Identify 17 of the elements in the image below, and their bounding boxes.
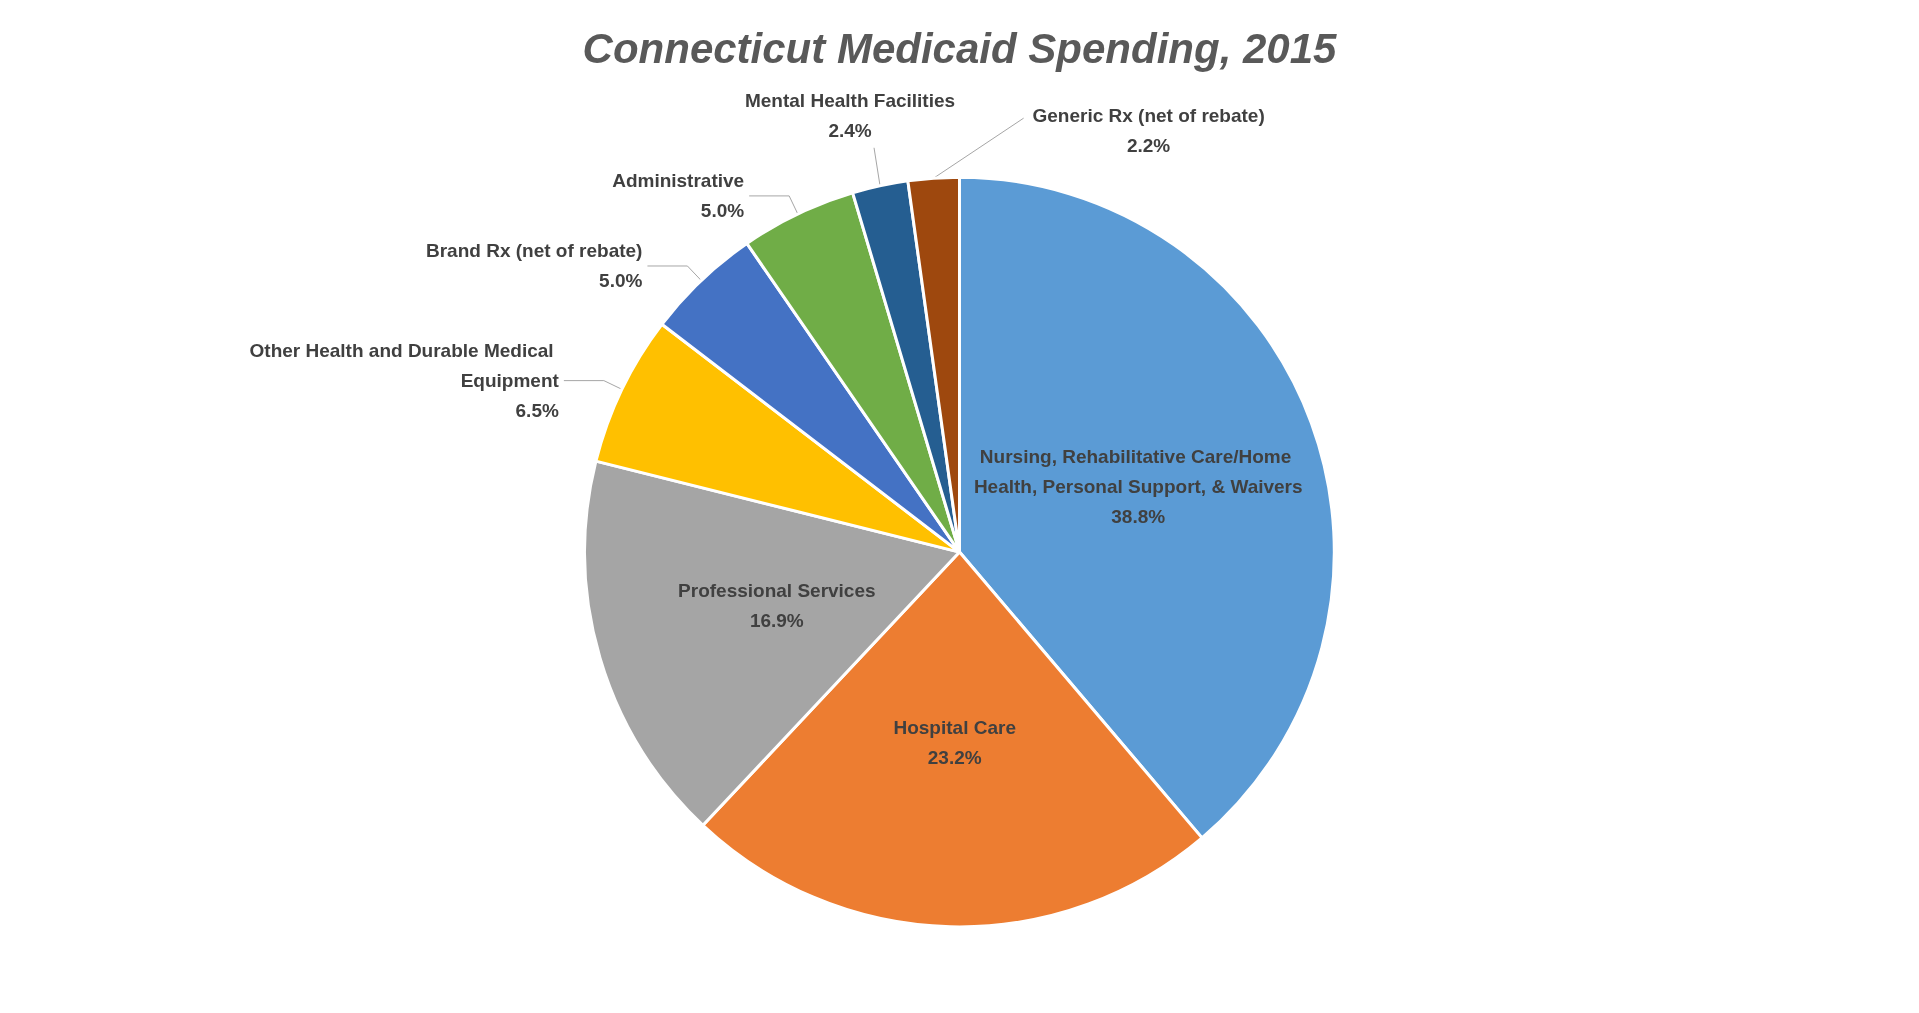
slice-label: Hospital Care [893, 716, 1016, 738]
data-label: 2.2% [1126, 134, 1171, 156]
slice-label: Nursing, Rehabilitative Care/Home Health, Personal Support, & Waivers [973, 445, 1303, 497]
chart-title: Connecticut Medicaid Spending, 2015 [582, 24, 1338, 72]
slice-label: Mental Health Facilities [744, 90, 956, 112]
data-label: 6.5% [515, 400, 559, 422]
slice-label: Generic Rx (net of rebate) [1032, 104, 1265, 126]
data-label: 16.9% [749, 610, 804, 632]
data-label: 2.4% [828, 120, 872, 142]
data-label: 23.2% [927, 746, 982, 768]
slice-label: Other Health and Durable Medical Equipment [249, 340, 560, 392]
data-label: 38.8% [1111, 505, 1166, 527]
slice-label: Brand Rx (net of rebate) [426, 240, 643, 262]
slice-label: Administrative [612, 170, 745, 192]
slice-label: Professional Services [678, 580, 876, 602]
data-label: 5.0% [599, 270, 643, 292]
data-label: 5.0% [700, 200, 745, 222]
